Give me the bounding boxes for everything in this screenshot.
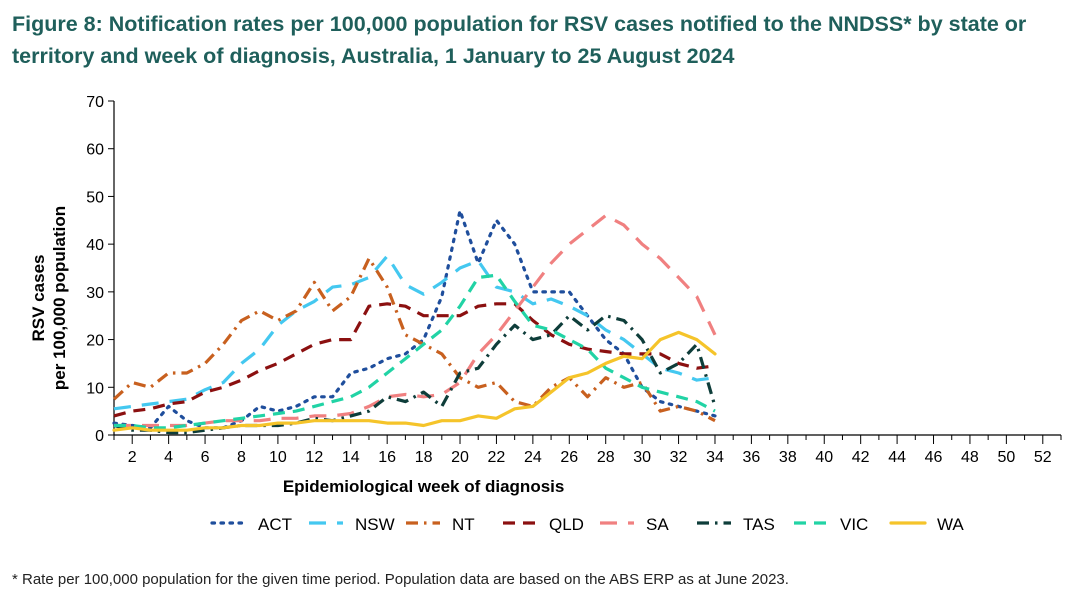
chart-legend: ACT NSW NT QLD SA TAS VIC WA xyxy=(210,515,964,534)
legend-label-sa: SA xyxy=(646,515,669,534)
x-tick-label: 28 xyxy=(597,449,615,466)
legend-label-tas: TAS xyxy=(743,515,775,534)
x-tick-label: 4 xyxy=(164,449,173,466)
series-line-nt xyxy=(112,256,716,423)
x-tick-label: 6 xyxy=(201,449,210,466)
series-line-vic xyxy=(114,273,716,430)
x-tick-label: 34 xyxy=(706,449,724,466)
x-axis-label: Epidemiological week of diagnosis xyxy=(283,477,565,496)
y-axis-label-line: per 100,000 population xyxy=(50,206,69,390)
chart-title: Figure 8: Notification rates per 100,000… xyxy=(12,12,1027,68)
x-tick-label: 30 xyxy=(633,449,651,466)
x-tick-label: 52 xyxy=(1034,449,1052,466)
x-tick-label: 18 xyxy=(415,449,433,466)
series-line-wa xyxy=(112,330,717,432)
x-tick-label: 22 xyxy=(488,449,506,466)
x-tick-label: 44 xyxy=(888,449,906,466)
y-tick-label: 60 xyxy=(86,142,104,159)
legend-label-vic: VIC xyxy=(840,515,868,534)
footnote: * Rate per 100,000 population for the gi… xyxy=(12,571,789,588)
y-tick-label: 70 xyxy=(86,94,104,111)
legend-label-nt: NT xyxy=(452,515,475,534)
y-axis-label: RSV cases per 100,000 population xyxy=(29,206,69,390)
x-tick-label: 40 xyxy=(815,449,833,466)
x-tick-label: 38 xyxy=(779,449,797,466)
legend-label-nsw: NSW xyxy=(355,515,395,534)
x-tick-label: 46 xyxy=(925,449,943,466)
y-tick-label: 40 xyxy=(86,237,104,254)
legend-label-qld: QLD xyxy=(549,515,584,534)
x-tick-label: 10 xyxy=(269,449,287,466)
x-tick-label: 36 xyxy=(743,449,761,466)
x-tick-label: 16 xyxy=(378,449,396,466)
series-line-tas xyxy=(113,314,717,435)
y-tick-label: 30 xyxy=(86,285,104,302)
y-tick-label: 50 xyxy=(86,189,104,206)
x-tick-label: 2 xyxy=(128,449,137,466)
x-tick-label: 48 xyxy=(961,449,979,466)
x-tick-label: 32 xyxy=(670,449,688,466)
series-line-qld xyxy=(113,302,716,418)
x-tick-label: 12 xyxy=(305,449,323,466)
x-tick-label: 24 xyxy=(524,449,542,466)
x-tick-label: 42 xyxy=(852,449,870,466)
y-axis-label-line: RSV cases xyxy=(29,255,48,342)
x-tick-label: 26 xyxy=(560,449,578,466)
y-tick-label: 0 xyxy=(95,428,104,445)
x-tick-label: 50 xyxy=(997,449,1015,466)
x-tick-label: 14 xyxy=(342,449,360,466)
x-tick-label: 8 xyxy=(237,449,246,466)
y-tick-label: 10 xyxy=(86,380,104,397)
legend-label-wa: WA xyxy=(937,515,964,534)
series-line-nsw xyxy=(113,254,716,411)
chart-series xyxy=(112,209,717,435)
legend-label-act: ACT xyxy=(258,515,292,534)
chart-axes xyxy=(113,101,1061,436)
y-tick-label: 20 xyxy=(86,333,104,350)
x-tick-label: 20 xyxy=(451,449,469,466)
